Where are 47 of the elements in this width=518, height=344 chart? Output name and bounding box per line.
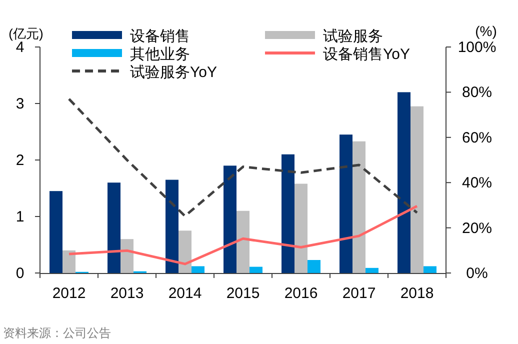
bar <box>178 230 192 273</box>
bar <box>398 92 410 273</box>
bar <box>352 141 366 273</box>
x-tick-label: 2012 <box>52 285 86 302</box>
bar <box>424 266 436 273</box>
legend-label: 设备销售 <box>130 28 190 45</box>
y2-tick-label: 100% <box>458 39 496 56</box>
x-tick-label: 2017 <box>342 285 376 302</box>
x-tick-label: 2014 <box>168 285 202 302</box>
bar <box>192 266 204 273</box>
bar <box>50 191 62 273</box>
line-series <box>68 204 418 266</box>
bar <box>120 239 134 273</box>
x-tick-label: 2015 <box>226 285 260 302</box>
bar <box>166 180 178 273</box>
y-tick-label: 3 <box>16 96 24 112</box>
y2-tick-label: 40% <box>462 174 492 192</box>
bar <box>236 210 250 273</box>
y2-tick-label: 0% <box>466 265 488 282</box>
y2-axis-title: (%) <box>475 23 497 39</box>
bar <box>308 260 320 273</box>
legend-label: 试验服务 <box>323 28 383 45</box>
x-tick-label: 2016 <box>284 285 318 302</box>
bar <box>250 266 262 273</box>
line-series <box>68 98 418 218</box>
legend-label: 试验服务YoY <box>130 64 217 81</box>
bar <box>282 154 294 273</box>
text: 资料来源：公司公告 <box>3 326 111 340</box>
y-axis-title: (亿元) <box>8 26 44 41</box>
y-tick-label: 0 <box>16 265 24 282</box>
bar <box>62 250 76 273</box>
y2-tick-label: 60% <box>462 129 492 146</box>
bar <box>366 268 378 273</box>
bar <box>224 166 236 273</box>
x-tick-label: 2013 <box>110 285 144 302</box>
legend-label: 其他业务 <box>130 46 190 63</box>
y-tick-label: 2 <box>16 152 24 169</box>
y2-tick-label: 80% <box>462 84 492 102</box>
bar <box>340 134 352 273</box>
bar <box>108 182 120 273</box>
y-tick-label: 1 <box>16 208 24 226</box>
y-tick-label: 4 <box>16 39 24 56</box>
bar <box>410 106 424 273</box>
y2-tick-label: 20% <box>462 220 492 237</box>
bar <box>294 184 308 273</box>
legend-label: 设备销售YoY <box>323 46 410 63</box>
x-tick-label: 2018 <box>400 285 434 302</box>
